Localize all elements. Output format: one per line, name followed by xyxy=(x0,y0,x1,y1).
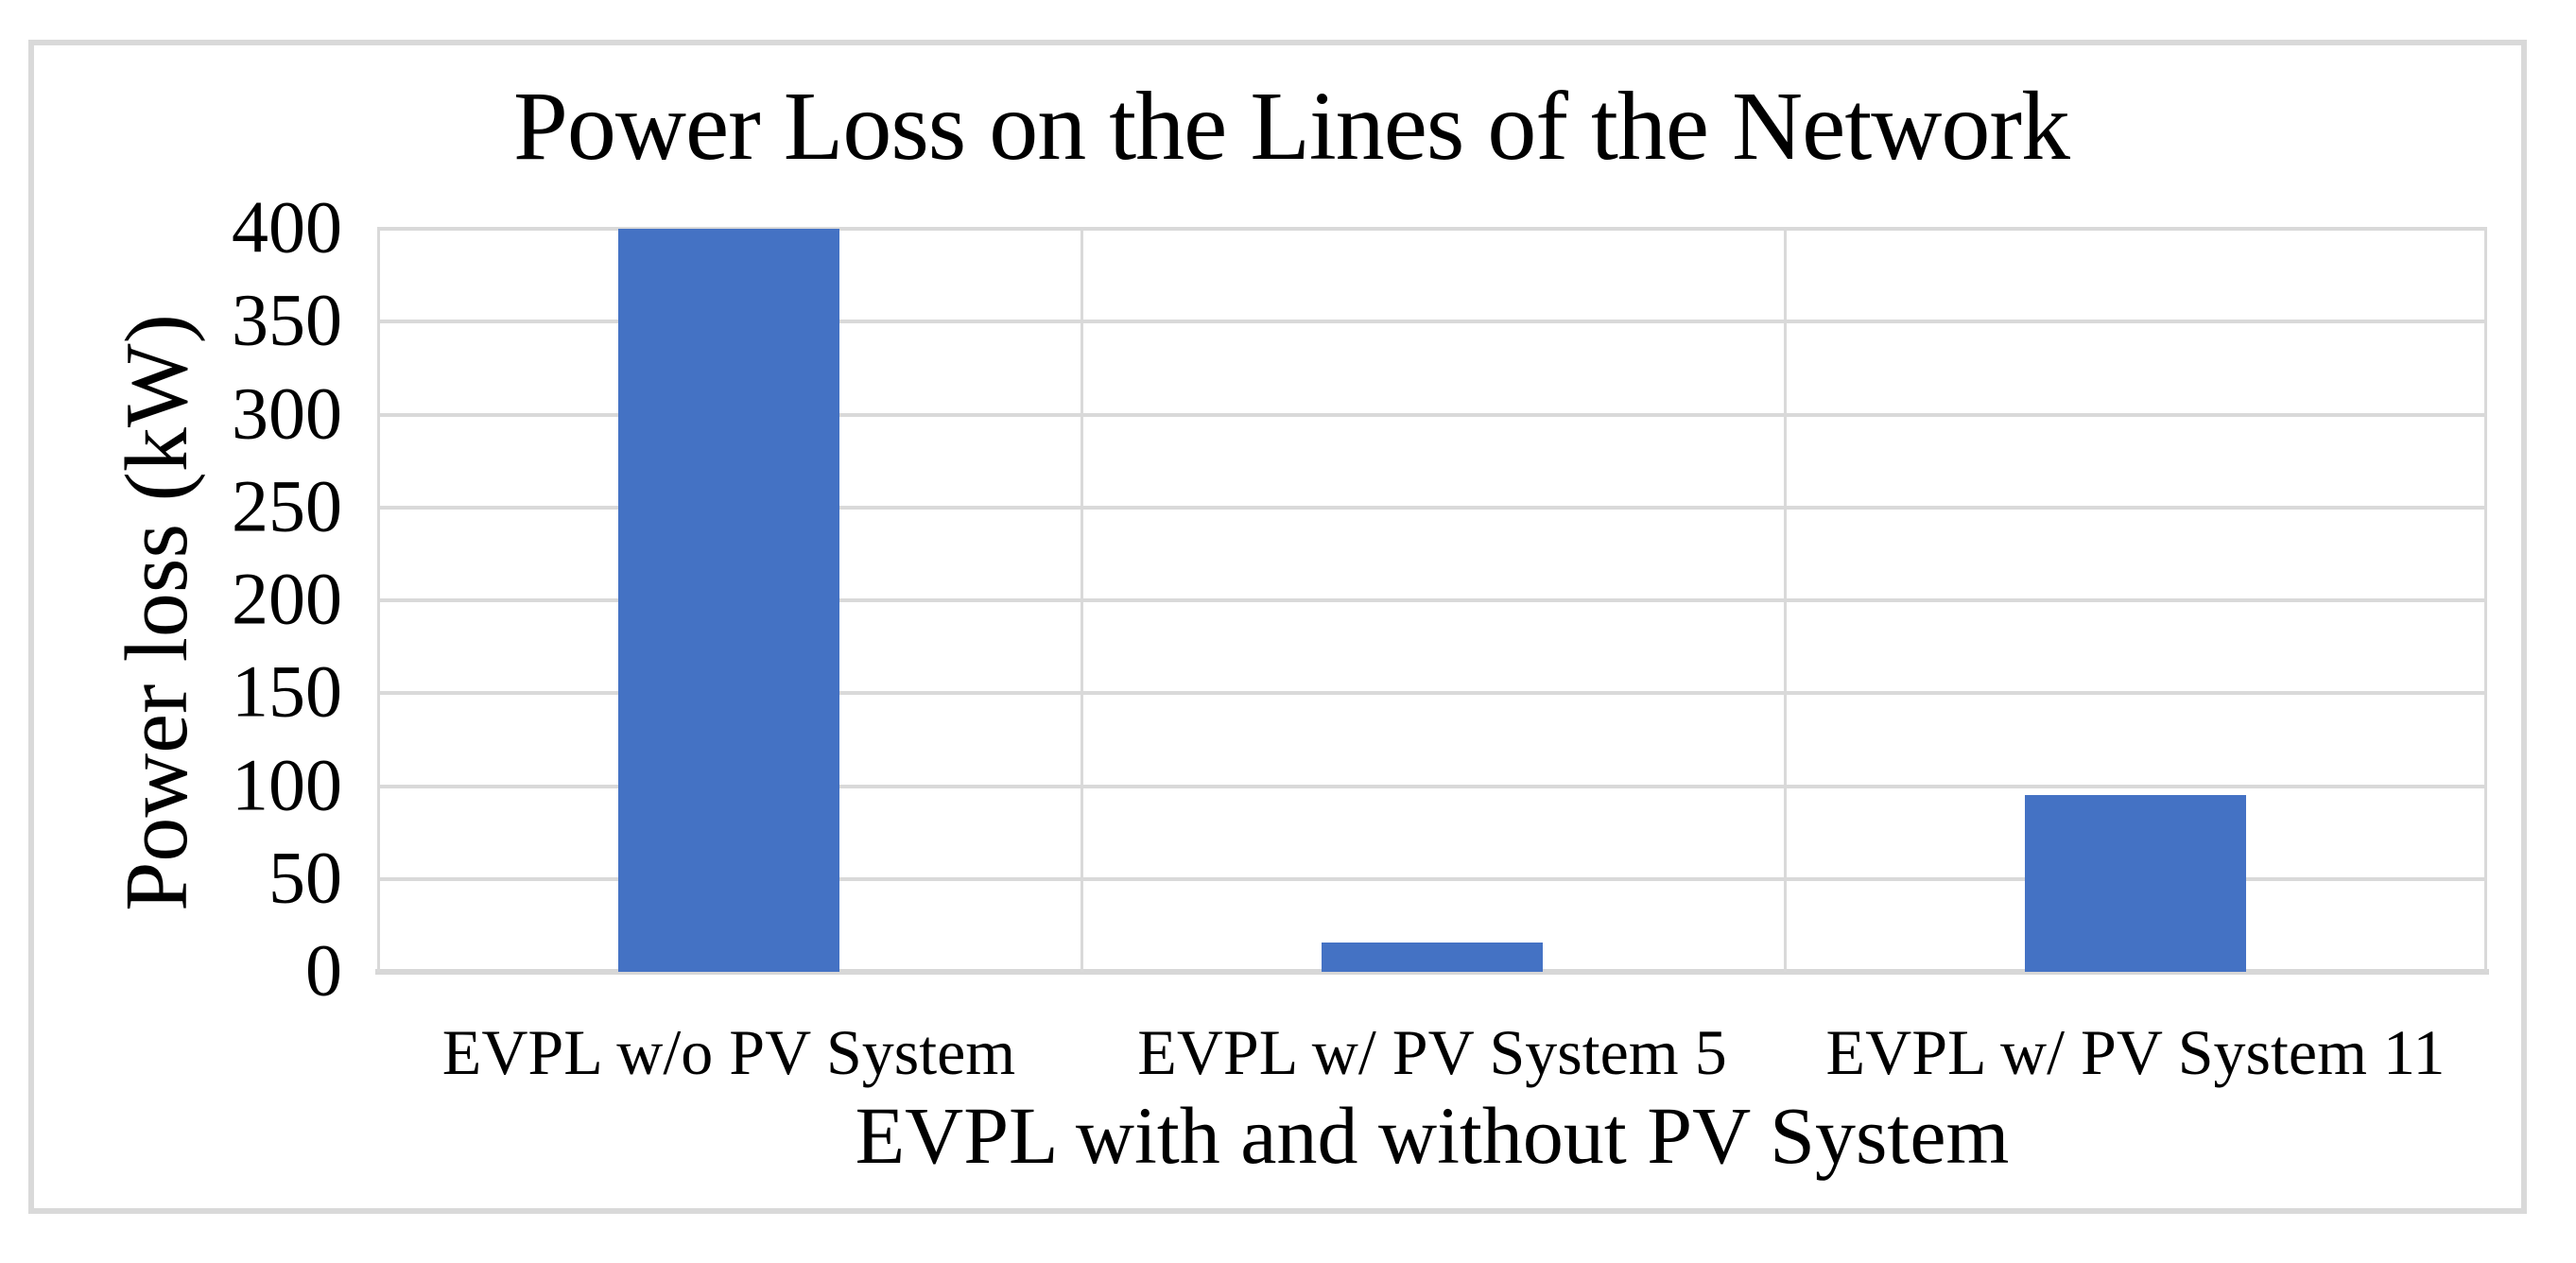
gridline-horizontal xyxy=(377,691,2487,696)
y-tick-label: 200 xyxy=(232,557,342,640)
gridline-vertical xyxy=(1081,229,1083,972)
y-tick-label: 0 xyxy=(305,928,342,1012)
plot-area xyxy=(375,227,2489,975)
bar-2 xyxy=(1322,943,1543,972)
plot-left-border xyxy=(377,229,380,972)
x-category-label: EVPL w/ PV System 11 xyxy=(1825,1016,2446,1088)
y-tick-label: 250 xyxy=(232,464,342,547)
y-axis-tick-labels: 0 50 100 150 200 250 300 350 400 xyxy=(0,190,342,1007)
x-axis-title: EVPL with and without PV System xyxy=(855,1090,2010,1181)
y-tick-label: 100 xyxy=(232,742,342,825)
gridline-vertical xyxy=(1784,229,1787,972)
x-axis-category-labels: EVPL w/o PV System EVPL w/ PV System 5 EVP… xyxy=(377,1017,2487,1088)
gridline-horizontal xyxy=(377,784,2487,788)
y-tick-label: 50 xyxy=(268,836,342,919)
gridline-horizontal xyxy=(377,598,2487,602)
y-tick-label: 300 xyxy=(232,371,342,454)
x-axis-line xyxy=(375,969,2489,975)
y-tick-label: 400 xyxy=(232,185,342,268)
gridline-horizontal xyxy=(377,412,2487,417)
gridline-horizontal xyxy=(377,876,2487,881)
gridline-horizontal xyxy=(377,320,2487,324)
y-tick-label: 150 xyxy=(232,649,342,733)
gridline-horizontal xyxy=(377,227,2487,231)
chart-frame xyxy=(28,40,2527,1214)
x-category-label: EVPL w/ PV System 5 xyxy=(1137,1016,1727,1088)
bar-1 xyxy=(618,229,839,972)
y-tick-label: 350 xyxy=(232,278,342,361)
gridline-horizontal xyxy=(377,505,2487,510)
bar-3 xyxy=(2025,795,2246,972)
x-category-label: EVPL w/o PV System xyxy=(441,1016,1016,1088)
chart-title: Power Loss on the Lines of the Network xyxy=(513,72,2070,181)
plot-right-border xyxy=(2484,229,2487,972)
